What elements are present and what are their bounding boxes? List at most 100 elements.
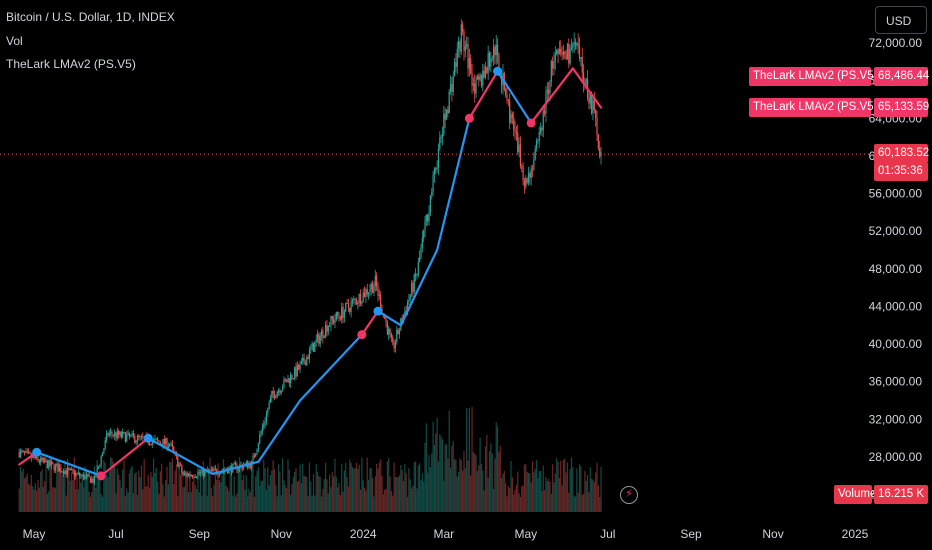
- volume-bar: [409, 479, 411, 512]
- volume-bar: [61, 474, 63, 512]
- volume-value-tag: 16.215 K: [874, 485, 928, 504]
- volume-bar: [517, 471, 519, 512]
- volume-bar: [338, 482, 340, 512]
- candle-body: [578, 45, 581, 59]
- volume-bar: [420, 480, 422, 512]
- candle-body: [283, 379, 285, 388]
- x-tick-label: 2025: [842, 527, 869, 541]
- candle-body: [61, 471, 63, 473]
- volume-bar: [40, 471, 42, 512]
- candle-body: [71, 469, 73, 471]
- candle-body: [345, 302, 347, 312]
- volume-bar: [144, 486, 147, 512]
- candle-body: [312, 343, 315, 352]
- candle-body: [554, 54, 556, 61]
- candle-body: [100, 456, 102, 465]
- candle-body: [296, 364, 298, 377]
- volume-bar: [451, 445, 453, 512]
- volume-bar: [562, 459, 565, 512]
- volume-bar: [244, 489, 246, 512]
- y-tick-label: 36,000.00: [869, 375, 923, 389]
- volume-bar: [147, 474, 149, 512]
- lightning-icon[interactable]: ⚡: [620, 486, 638, 504]
- volume-bar: [115, 492, 117, 512]
- candle-body: [99, 464, 101, 467]
- candle-body: [185, 472, 187, 474]
- volume-bar: [374, 476, 376, 512]
- candle-body: [257, 443, 259, 450]
- volume-bar: [425, 423, 427, 512]
- candle-body: [281, 387, 284, 391]
- candle-body: [304, 362, 307, 366]
- volume-bar: [487, 477, 489, 512]
- volume-indicator-label[interactable]: Vol: [6, 34, 23, 48]
- candle-body: [452, 76, 454, 93]
- volume-bar: [380, 459, 382, 512]
- lma-turn-marker: [464, 113, 474, 123]
- volume-bar: [279, 471, 281, 512]
- volume-bar: [265, 489, 268, 512]
- candle-body: [190, 474, 192, 476]
- candle-body: [120, 431, 122, 437]
- candle-body: [58, 467, 61, 472]
- volume-bar: [377, 468, 379, 512]
- volume-bar: [120, 487, 122, 512]
- lma-indicator-label[interactable]: TheLark LMAv2 (PS.V5): [6, 57, 136, 71]
- candle-body: [455, 62, 457, 67]
- candle-body: [286, 380, 288, 383]
- candle-body: [80, 475, 82, 477]
- candle-body: [114, 432, 116, 436]
- candle-body: [166, 438, 168, 448]
- volume-bar: [421, 473, 423, 512]
- candle-body: [334, 319, 336, 324]
- candle-body: [482, 70, 484, 86]
- volume-bar: [385, 488, 387, 512]
- candle-body: [276, 391, 278, 397]
- candle-body: [514, 129, 516, 133]
- candle-body: [182, 472, 184, 475]
- volume-bar: [599, 496, 601, 512]
- candle-body: [103, 448, 105, 454]
- symbol-title[interactable]: Bitcoin / U.S. Dollar, 1D, INDEX: [6, 10, 175, 24]
- candle-body: [478, 76, 480, 80]
- candle-body: [599, 147, 601, 157]
- volume-bar: [66, 458, 69, 512]
- candle-body: [537, 140, 539, 142]
- volume-bar: [484, 446, 487, 512]
- volume-bar: [331, 472, 333, 512]
- candle-body: [320, 330, 323, 336]
- candle-body: [420, 248, 422, 258]
- volume-bar: [52, 487, 54, 512]
- candle-body: [44, 458, 46, 463]
- volume-bar: [276, 496, 278, 512]
- candle-body: [498, 55, 500, 74]
- candle-body: [314, 342, 316, 352]
- candle-body: [463, 31, 465, 51]
- volume-bar: [353, 468, 355, 512]
- lma-segment: [100, 437, 150, 477]
- volume-bar: [573, 495, 575, 512]
- volume-bar: [525, 463, 527, 512]
- volume-bar: [33, 489, 35, 512]
- candle-body: [177, 456, 179, 467]
- volume-bar: [195, 489, 198, 512]
- lma-segment: [35, 451, 103, 477]
- volume-bar: [83, 487, 85, 512]
- currency-button[interactable]: USD: [875, 6, 927, 34]
- volume-bar: [419, 463, 421, 512]
- volume-bar: [53, 487, 55, 512]
- volume-bar: [152, 458, 155, 512]
- candle-body: [163, 439, 165, 444]
- volume-bar: [146, 485, 148, 512]
- volume-bar: [143, 459, 145, 512]
- candle-body: [126, 434, 128, 442]
- candle-body: [557, 50, 559, 54]
- volume-bar: [182, 487, 184, 512]
- volume-bar: [389, 476, 391, 512]
- volume-bar: [209, 457, 211, 512]
- volume-bar: [273, 469, 276, 512]
- volume-bar: [271, 470, 273, 512]
- volume-bar: [264, 468, 266, 512]
- candle-body: [427, 214, 429, 222]
